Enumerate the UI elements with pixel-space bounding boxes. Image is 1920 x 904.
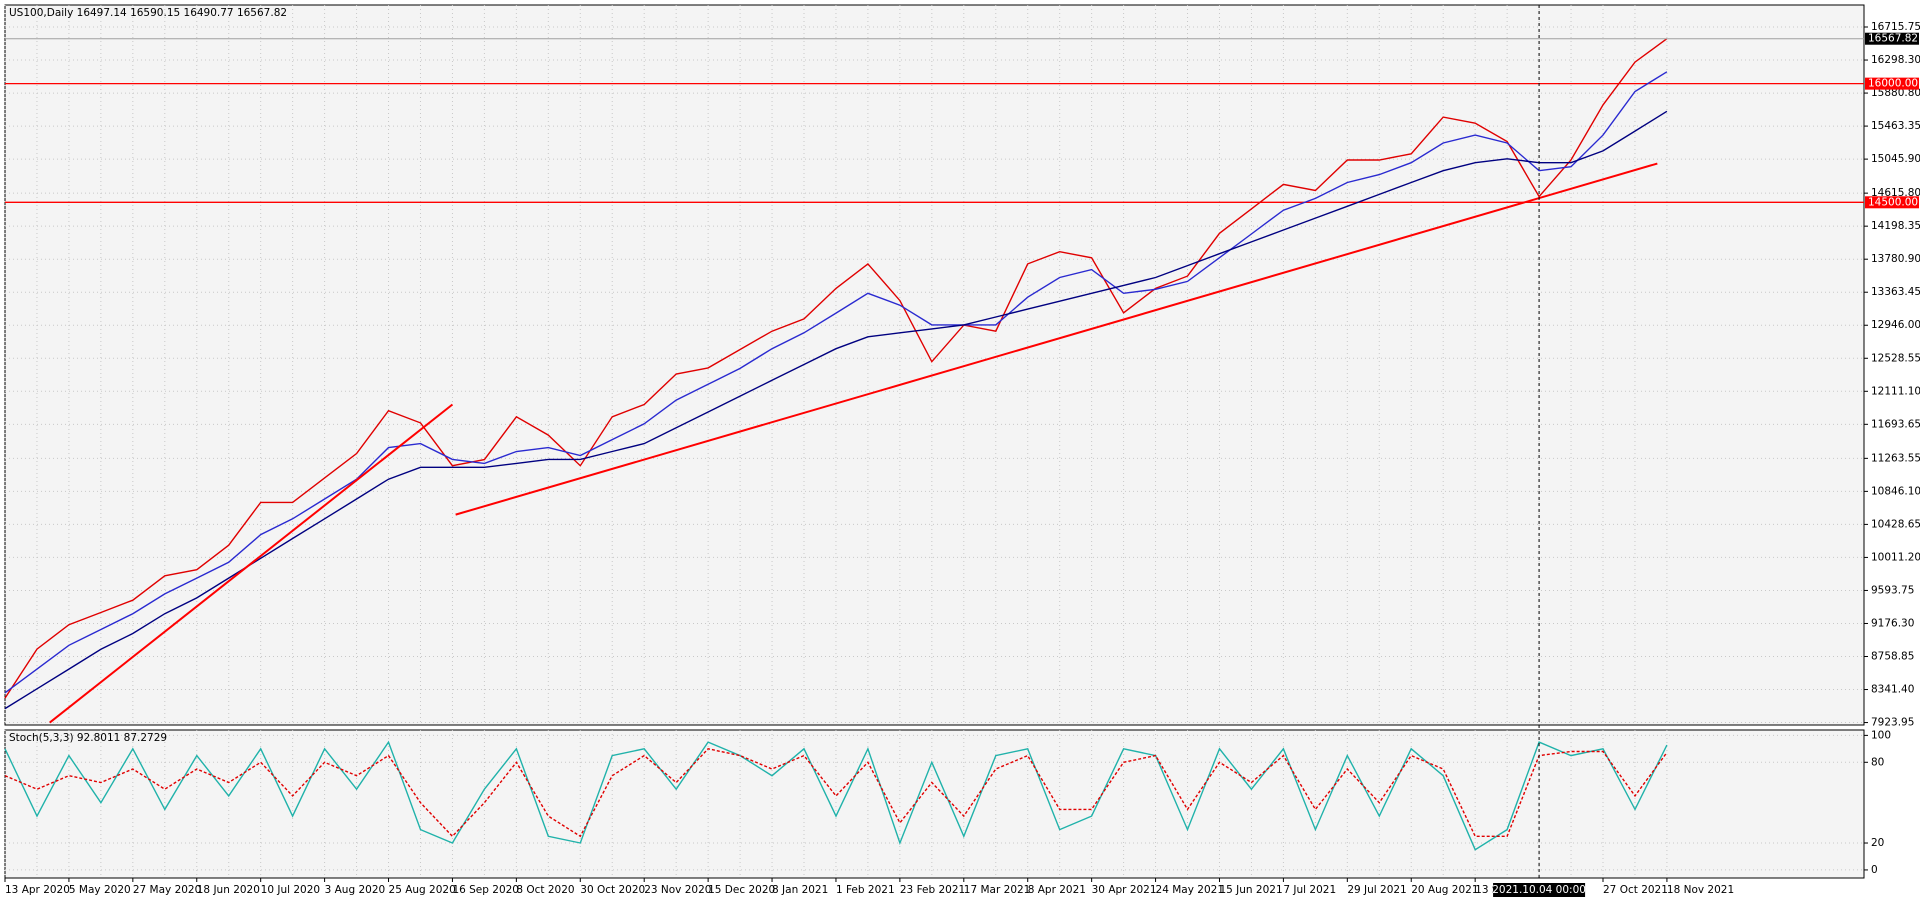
series-line (4, 38, 1668, 699)
x-tick-label: 13 Apr 2020 (5, 884, 70, 896)
trendline (455, 162, 1658, 516)
series-line (4, 740, 1668, 851)
y-tick-label: 8758.85 (1871, 651, 1914, 663)
y-tick-label: 13780.90 (1871, 253, 1920, 265)
x-tick-label: 23 Nov 2020 (644, 884, 711, 896)
y-tick-label: 13363.45 (1871, 286, 1920, 298)
y-tick-label: 12528.55 (1871, 352, 1920, 364)
x-tick-label: 29 Jul 2021 (1347, 884, 1406, 896)
y-tick-label: 14615.80 (1871, 187, 1920, 199)
x-tick-label: 20 Aug 2021 (1411, 884, 1478, 896)
plot-area (4, 4, 1865, 726)
chart-header: US100,Daily 16497.14 16590.15 16490.77 1… (9, 7, 287, 19)
x-tick-label: 15 Dec 2020 (708, 884, 775, 896)
x-tick-label: 16 Sep 2020 (452, 884, 519, 896)
level-label: 14500.00 (1868, 196, 1918, 208)
last-price-label: 16567.82 (1868, 33, 1918, 45)
x-tick-label: 30 Apr 2021 (1092, 884, 1157, 896)
last-price-tag (1865, 32, 1919, 45)
x-tick-label: 25 Aug 2020 (389, 884, 456, 896)
x-tick-label: 30 Oct 2020 (580, 884, 645, 896)
y-tick-label: 14198.35 (1871, 220, 1920, 232)
crosshair-label: 2021.10.04 00:00 (1492, 884, 1586, 896)
x-tick-label: 17 Mar 2021 (964, 884, 1031, 896)
x-tick-label: 18 Nov 2021 (1667, 884, 1734, 896)
y-tick-label: 15463.35 (1871, 120, 1920, 132)
y-tick-label: 9176.30 (1871, 617, 1914, 629)
x-tick-label: 8 Oct 2020 (516, 884, 574, 896)
y-tick-label: 8341.40 (1871, 684, 1914, 696)
level-tag (1865, 196, 1919, 209)
y-tick-label: 0 (1871, 864, 1878, 876)
x-tick-label: 8 Apr 2021 (1028, 884, 1086, 896)
level-label: 16000.00 (1868, 78, 1918, 90)
y-tick-label: 12111.10 (1871, 385, 1920, 397)
y-tick-label: 16298.30 (1871, 54, 1920, 66)
y-tick-label: 10428.65 (1871, 518, 1920, 530)
level-tag (1865, 77, 1919, 90)
x-tick-label: 27 May 2020 (133, 884, 201, 896)
y-tick-label: 80 (1871, 756, 1884, 768)
crosshair-tag (1493, 883, 1586, 897)
y-tick-label: 9593.75 (1871, 584, 1914, 596)
trendline (49, 403, 454, 724)
x-tick-label: 23 Feb 2021 (900, 884, 965, 896)
y-tick-label: 7923.95 (1871, 717, 1914, 729)
plot-area (4, 729, 1865, 879)
y-tick-label: 100 (1871, 729, 1891, 741)
y-tick-label: 11693.65 (1871, 418, 1920, 430)
y-tick-label: 20 (1871, 837, 1884, 849)
x-tick-label: 5 May 2020 (69, 884, 131, 896)
x-tick-label: 24 May 2021 (1156, 884, 1224, 896)
y-tick-label: 11263.55 (1871, 452, 1920, 464)
y-tick-label: 16715.75 (1871, 21, 1920, 33)
x-tick-label: 18 Jun 2020 (197, 884, 260, 896)
x-tick-label: 3 Aug 2020 (325, 884, 386, 896)
x-tick-label: 1 Feb 2021 (836, 884, 895, 896)
indicator-header: Stoch(5,3,3) 92.8011 87.2729 (9, 732, 167, 744)
series-line (4, 110, 1668, 710)
x-tick-label: 7 Jul 2021 (1283, 884, 1336, 896)
y-tick-label: 10846.10 (1871, 485, 1920, 497)
x-tick-label: 15 Jun 2021 (1219, 884, 1282, 896)
y-tick-label: 15045.90 (1871, 153, 1920, 165)
y-tick-label: 15880.80 (1871, 87, 1920, 99)
y-tick-label: 12946.00 (1871, 319, 1920, 331)
x-tick-label: 27 Oct 2021 (1603, 884, 1668, 896)
series-line (4, 71, 1668, 694)
y-tick-label: 10011.20 (1871, 551, 1920, 563)
x-tick-label: 10 Jul 2020 (261, 884, 320, 896)
x-tick-label: 8 Jan 2021 (772, 884, 828, 896)
series-line (4, 748, 1668, 838)
